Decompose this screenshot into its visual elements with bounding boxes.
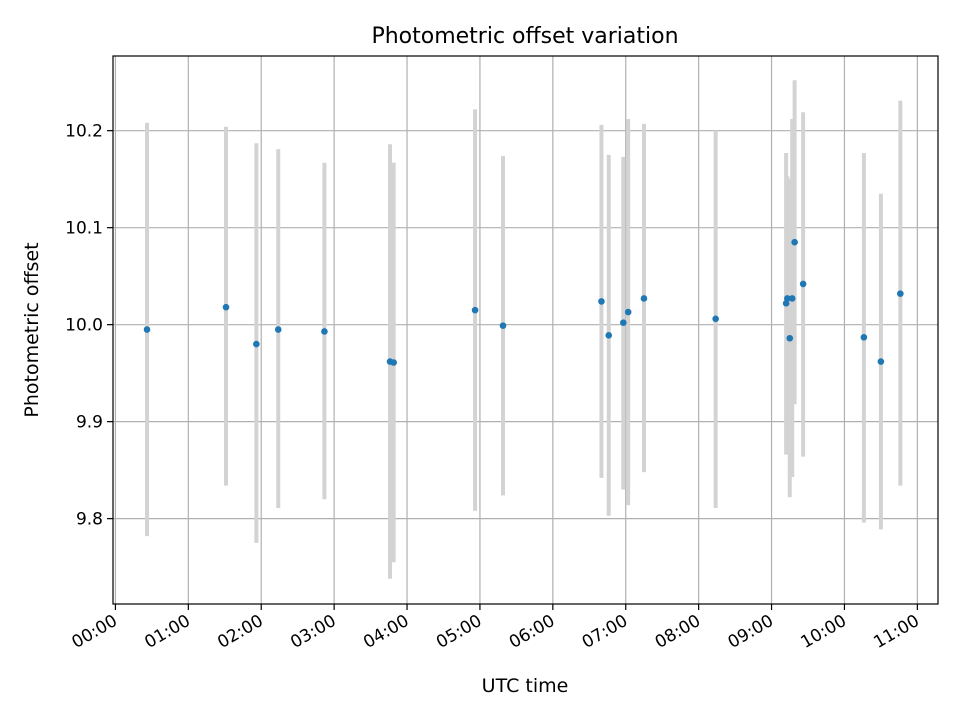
- data-point: [786, 334, 794, 342]
- y-tick-label: 10.2: [65, 122, 103, 142]
- data-point: [877, 358, 885, 365]
- plot-frame: [112, 55, 939, 605]
- y-axis-label: Photometric offset: [21, 242, 43, 417]
- y-tick-label: 9.9: [76, 413, 103, 433]
- data-point: [788, 295, 796, 302]
- data-point: [784, 295, 791, 302]
- data-point: [605, 332, 613, 339]
- y-axis-ticks: 9.8 9.9 10.0 10.1 10.2: [65, 122, 113, 530]
- data-point: [712, 315, 719, 323]
- data-point: [799, 280, 807, 288]
- data-point: [222, 303, 230, 311]
- data-point: [499, 322, 507, 329]
- data-point: [274, 326, 282, 333]
- data-point: [143, 326, 151, 333]
- grid-lines: [113, 56, 938, 604]
- data-point: [321, 328, 328, 335]
- data-point: [860, 333, 868, 341]
- data-point: [620, 319, 627, 327]
- data-point: [598, 298, 605, 305]
- chart-title: Photometric offset variation: [371, 24, 678, 49]
- x-axis-label: UTC time: [482, 675, 569, 697]
- data-point: [390, 359, 397, 366]
- data-point: [791, 238, 798, 246]
- data-points: [143, 238, 904, 366]
- y-tick-label: 10.1: [65, 219, 103, 239]
- y-tick-label: 10.0: [65, 316, 103, 336]
- data-point: [253, 340, 260, 348]
- y-tick-label: 9.8: [76, 510, 103, 530]
- data-point: [624, 308, 632, 316]
- data-point: [897, 290, 904, 297]
- data-point: [640, 295, 648, 302]
- data-point: [471, 306, 479, 314]
